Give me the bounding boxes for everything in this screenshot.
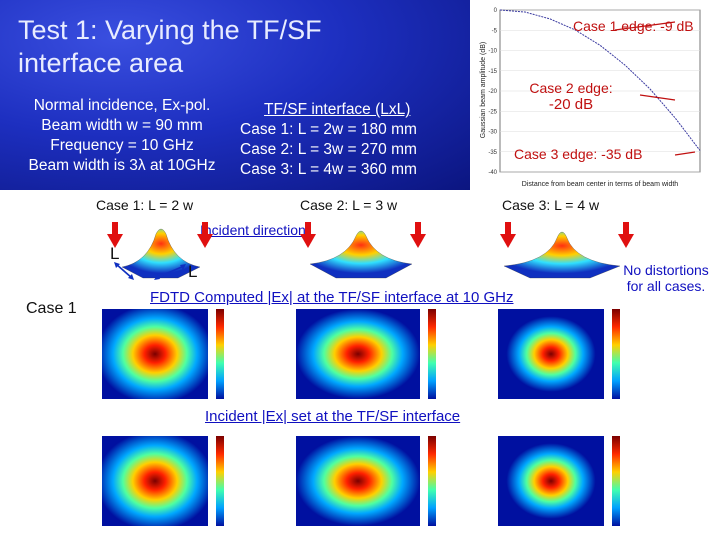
gaussian-surface-case2 [309, 230, 413, 279]
annotation-case1: Case 1 edge: -9 dB [573, 18, 694, 34]
fdtd-plot-case3 [490, 305, 620, 414]
chart-grid [500, 9, 700, 173]
row-label-case1: Case 1 [26, 300, 77, 317]
incident-plot-case3 [490, 432, 620, 541]
tfsf-case: Case 2: L = 3w = 270 mm [240, 141, 417, 158]
param-line: Normal incidence, Ex-pol. [33, 97, 211, 114]
chart-y-tick-label: -20 [488, 89, 497, 95]
fdtd-plot-case1 [94, 305, 224, 414]
annotation-arrow [614, 21, 676, 31]
chart-y-ticks: 0 -5 -10 -15 -20 -25 -30 -35 -40 [488, 8, 497, 176]
field-image [498, 309, 604, 399]
annotation-arrow [639, 94, 676, 101]
colorbar [428, 436, 436, 526]
chart-y-tick-label: -35 [488, 150, 497, 156]
header-band [0, 0, 470, 190]
field-image [296, 436, 420, 526]
annotation-case3: Case 3 edge: -35 dB [514, 146, 642, 162]
incident-arrow [300, 222, 316, 248]
annotation-case2: Case 2 edge: -20 dB [516, 80, 626, 113]
gaussian-amplitude-chart: 0 -5 -10 -15 -20 -25 -30 -35 -40 Gaussian beam a… [480, 8, 701, 188]
incident-arrow [107, 222, 123, 248]
fdtd-label: FDTD Computed |Ex| at the TF/SF interfac… [150, 289, 514, 306]
fdtd-plot-case2 [288, 305, 436, 414]
chart-series-line [499, 9, 701, 151]
chart-ylabel: Gaussian beam amplitude (dB) [480, 42, 487, 139]
incident-label: Incident |Ex| set at the TF/SF interface [205, 408, 461, 425]
chart-y-tick-label: -5 [492, 28, 498, 34]
chart-y-tick-label: -25 [488, 109, 497, 115]
chart-y-tick-label: 0 [494, 8, 498, 14]
colorbar [216, 436, 224, 526]
tfsf-cases-block: TF/SF interface (LxL) Case 1: L = 2w = 1… [240, 100, 417, 180]
field-image [296, 309, 420, 399]
tfsf-case: Case 3: L = 4w = 360 mm [240, 161, 417, 178]
colorbar [612, 436, 620, 526]
dimension-L-left: L [110, 244, 120, 263]
param-line: Beam width is 3λ at 10GHz [28, 157, 216, 174]
colorbar [216, 309, 224, 399]
field-image [102, 436, 208, 526]
case-label: Case 1: L = 2 w [96, 197, 194, 213]
incident-arrow [618, 222, 634, 248]
tfsf-title: TF/SF interface (LxL) [264, 101, 411, 118]
gaussian-surface-case3 [503, 231, 621, 279]
case-label: Case 2: L = 3 w [300, 197, 398, 213]
annotation-text: Case 2 edge: [529, 80, 613, 96]
chart-xlabel: Distance from beam center in terms of be… [522, 181, 679, 188]
incident-plot-case1 [94, 432, 224, 541]
annotation-arrow [674, 151, 696, 156]
chart-y-tick-label: -15 [488, 69, 497, 75]
chart-y-tick-label: -40 [488, 170, 497, 176]
param-line: Frequency = 10 GHz [50, 137, 194, 154]
colorbar [428, 309, 436, 399]
dimension-arrows [114, 262, 186, 280]
field-image [498, 436, 604, 526]
incident-arrow [410, 222, 426, 248]
colorbar [612, 309, 620, 399]
annotation-text: -20 dB [548, 96, 594, 113]
incident-arrow [197, 222, 213, 248]
case-label: Case 3: L = 4 w [502, 197, 600, 213]
annotation-text: Case 3 edge: -35 dB [514, 146, 643, 162]
chart-y-tick-label: -30 [488, 130, 497, 136]
dimension-L-right: L [188, 262, 198, 281]
incident-plot-case2 [288, 432, 436, 541]
chart-y-tick-label: -10 [488, 49, 497, 55]
annotation-text: Case 1 edge: -9 dB [573, 18, 694, 34]
incident-direction-label: Incident direction [200, 222, 306, 238]
slide-title: Test 1: Varying the TF/SF interface area [18, 15, 322, 78]
parameters-block: Normal incidence, Ex-pol. Beam width w =… [6, 96, 238, 176]
field-image [102, 309, 208, 399]
tfsf-case: Case 1: L = 2w = 180 mm [240, 121, 417, 138]
no-distortion-note: No distortions for all cases. [623, 262, 709, 294]
param-line: Beam width w = 90 mm [41, 117, 203, 134]
incident-arrow [500, 222, 516, 248]
